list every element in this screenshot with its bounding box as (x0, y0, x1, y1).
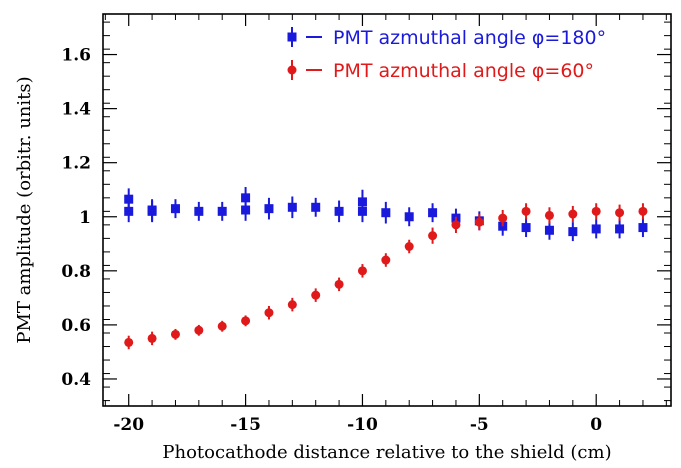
data-point (311, 202, 321, 212)
data-point (428, 208, 438, 218)
data-point (428, 231, 438, 241)
y-tick-label: 1.4 (61, 100, 91, 120)
legend-label: PMT azmuthal angle φ=60° (333, 60, 594, 82)
plot-frame (102, 13, 672, 407)
series-layer (124, 187, 648, 350)
data-point (544, 210, 554, 220)
legend-entry-1: PMT azmuthal angle φ=180° (287, 27, 606, 49)
data-point (381, 208, 391, 218)
y-tick-label: 0.8 (61, 262, 91, 282)
data-point (124, 206, 134, 216)
legend-label: PMT azmuthal angle φ=180° (333, 27, 606, 49)
y-tick-label: 1 (79, 208, 91, 228)
data-point (404, 241, 414, 251)
data-point (287, 300, 297, 310)
data-point (264, 308, 274, 318)
data-point (170, 329, 180, 339)
x-tick-label: -5 (470, 415, 489, 435)
data-point (357, 266, 367, 276)
data-point (357, 206, 367, 216)
x-tick-label: -15 (230, 415, 261, 435)
y-tick-label: 1.2 (61, 154, 91, 174)
data-point (287, 202, 297, 212)
data-point (521, 206, 531, 216)
axis-ticks: -20 -15 -10 -5 0 0.4 0.6 0.8 1 1.2 1.4 1.6 (61, 14, 671, 435)
legend-entry-2: PMT azmuthal angle φ=60° (287, 60, 594, 82)
legend: PMT azmuthal angle φ=180° PMT azmuthal an… (287, 27, 606, 82)
data-point (404, 212, 414, 222)
data-point (451, 220, 461, 230)
data-point (241, 193, 251, 203)
data-point (521, 223, 531, 233)
y-tick-label: 0.4 (61, 370, 91, 390)
data-point (124, 194, 134, 204)
data-point (217, 206, 227, 216)
data-point (591, 206, 601, 216)
data-point (638, 223, 648, 233)
series-2 (124, 203, 648, 350)
legend-marker (287, 65, 297, 75)
data-point (241, 316, 251, 326)
data-point (194, 325, 204, 335)
data-point (334, 206, 344, 216)
data-point (474, 217, 484, 227)
data-point (264, 204, 274, 214)
legend-marker (287, 32, 297, 42)
data-point (311, 290, 321, 300)
data-point (568, 209, 578, 219)
data-point (544, 225, 554, 235)
data-point (381, 255, 391, 265)
series-1 (124, 187, 648, 242)
data-point (217, 321, 227, 331)
data-point (170, 204, 180, 214)
y-axis-title: PMT amplitude (orbitr. units) (14, 76, 35, 343)
y-tick-label: 1.6 (61, 46, 91, 66)
data-point (638, 206, 648, 216)
x-axis-title: Photocathode distance relative to the sh… (162, 442, 611, 463)
y-tick-label: 0.6 (61, 316, 91, 336)
data-point (568, 227, 578, 237)
data-point (241, 205, 251, 215)
x-tick-label: -10 (347, 415, 378, 435)
data-point (591, 224, 601, 234)
data-point (615, 208, 625, 218)
data-point (334, 279, 344, 289)
data-point (498, 213, 508, 223)
x-tick-label: -20 (113, 415, 144, 435)
data-point (147, 333, 157, 343)
data-point (194, 206, 204, 216)
data-point (615, 224, 625, 234)
x-tick-label: 0 (590, 415, 602, 435)
data-point (147, 205, 157, 215)
data-point (124, 337, 134, 347)
